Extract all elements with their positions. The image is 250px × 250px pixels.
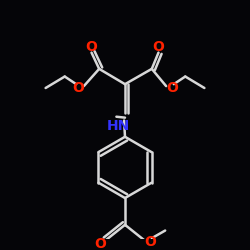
Text: O: O xyxy=(144,235,156,249)
Text: O: O xyxy=(152,40,164,54)
Text: O: O xyxy=(166,81,178,95)
Text: O: O xyxy=(86,40,98,54)
Text: HN: HN xyxy=(107,119,130,133)
Text: O: O xyxy=(72,81,84,95)
Text: O: O xyxy=(94,237,106,250)
